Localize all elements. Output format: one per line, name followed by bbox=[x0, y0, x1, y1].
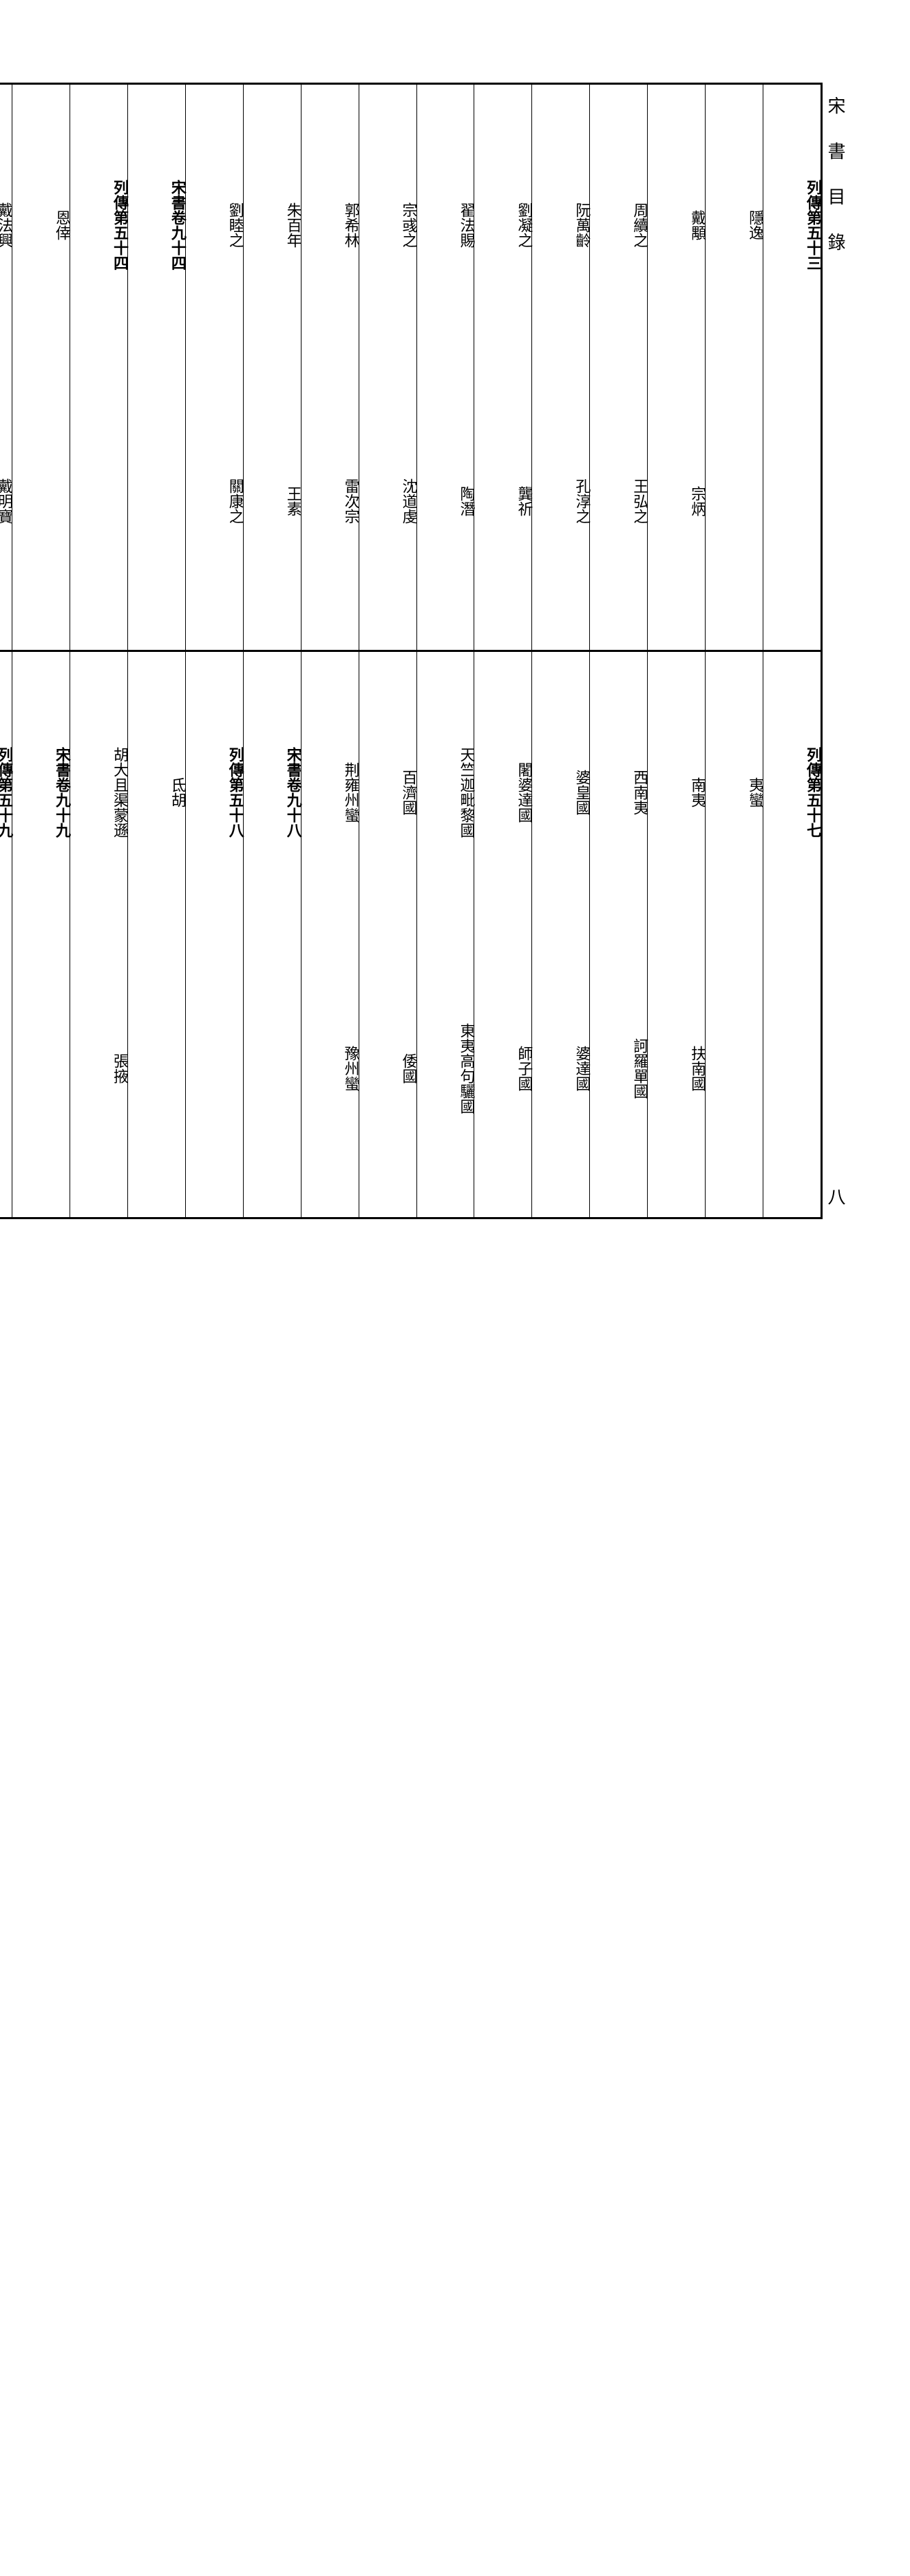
page-container: 宋書目錄 八 列傳第五十三隱逸戴顒宗炳周續之王弘之阮萬齡孔淳之劉凝之龔祈翟法賜陶… bbox=[62, 83, 848, 1219]
right-margin: 宋書目錄 八 bbox=[823, 83, 848, 1219]
bottom_block-column: 天竺迦毗黎國東夷高句驪國 bbox=[417, 652, 475, 1217]
section-heading: 列傳第五十九 bbox=[0, 660, 12, 925]
entry-name bbox=[763, 357, 821, 644]
entry-name: 陶潛 bbox=[417, 357, 474, 644]
entry-name bbox=[128, 357, 185, 644]
entry-name: 婆皇國 bbox=[532, 660, 589, 925]
section-heading: 宋書卷九十九 bbox=[12, 660, 70, 925]
entry-name: 雷次宗 bbox=[301, 357, 359, 644]
bottom_block-column: 西南夷訶羅單國 bbox=[590, 652, 648, 1217]
entry-name: 王素 bbox=[244, 357, 301, 644]
entry-name: 宗彧之 bbox=[359, 93, 416, 357]
entry-name: 師子國 bbox=[474, 925, 531, 1212]
entry-name: 東夷高句驪國 bbox=[417, 925, 474, 1212]
section-heading: 宋書卷九十八 bbox=[244, 660, 301, 925]
top_block-column: 劉睦之關康之 bbox=[186, 85, 244, 650]
top_block-column: 阮萬齡孔淳之 bbox=[532, 85, 590, 650]
top_block-column: 郭希林雷次宗 bbox=[301, 85, 359, 650]
bottom_block-column: 胡大且渠蒙遜張掖 bbox=[70, 652, 128, 1217]
bottom_block-column: 列傳第五十九 bbox=[0, 652, 12, 1217]
entry-name bbox=[0, 925, 12, 1212]
entry-name: 阮萬齡 bbox=[532, 93, 589, 357]
entry-name: 豫州蠻 bbox=[301, 925, 359, 1212]
entry-name: 戴法興 bbox=[0, 93, 12, 357]
top_block-column: 戴顒宗炳 bbox=[648, 85, 706, 650]
entry-name: 周續之 bbox=[590, 93, 647, 357]
top_block-column: 周續之王弘之 bbox=[590, 85, 648, 650]
entry-name: 孔淳之 bbox=[532, 357, 589, 644]
entry-name: 關康之 bbox=[186, 357, 243, 644]
upper-register: 列傳第五十三隱逸戴顒宗炳周續之王弘之阮萬齡孔淳之劉凝之龔祈翟法賜陶潛宗彧之沈道虔… bbox=[0, 85, 821, 652]
entry-name bbox=[763, 925, 821, 1212]
entry-name: 百濟國 bbox=[359, 660, 416, 925]
bottom_block-column: 列傳第五十八 bbox=[186, 652, 244, 1217]
entry-name: 氐胡 bbox=[128, 660, 185, 925]
entry-name: 西南夷 bbox=[590, 660, 647, 925]
entry-name bbox=[12, 925, 70, 1212]
bottom_block-column: 荆雍州蠻豫州蠻 bbox=[301, 652, 359, 1217]
entry-name: 宗炳 bbox=[648, 357, 705, 644]
entry-name: 荆雍州蠻 bbox=[301, 660, 359, 925]
entry-name bbox=[186, 925, 243, 1212]
page-number: 八 bbox=[823, 1187, 848, 1205]
bottom_block-column: 百濟國倭國 bbox=[359, 652, 417, 1217]
top_block-column: 隱逸 bbox=[706, 85, 763, 650]
top_block-column: 列傳第五十四 bbox=[70, 85, 128, 650]
top_block-column: 列傳第五十三 bbox=[763, 85, 821, 650]
entry-name: 隱逸 bbox=[706, 93, 763, 357]
entry-name: 扶南國 bbox=[648, 925, 705, 1212]
top_block-column: 恩倖 bbox=[12, 85, 70, 650]
entry-name bbox=[128, 925, 185, 1212]
entry-name bbox=[12, 357, 70, 644]
bottom_block-column: 宋書卷九十八 bbox=[244, 652, 301, 1217]
entry-name: 朱百年 bbox=[244, 93, 301, 357]
bottom_block-column: 闍婆達國師子國 bbox=[474, 652, 532, 1217]
entry-name: 張掖 bbox=[70, 925, 127, 1212]
section-heading: 列傳第五十三 bbox=[763, 93, 821, 357]
entry-name: 劉凝之 bbox=[474, 93, 531, 357]
entry-name: 戴顒 bbox=[648, 93, 705, 357]
top_block-column: 劉凝之龔祈 bbox=[474, 85, 532, 650]
top_block-column: 宋書卷九十四 bbox=[128, 85, 186, 650]
entry-name: 闍婆達國 bbox=[474, 660, 531, 925]
entry-name: 夷蠻 bbox=[706, 660, 763, 925]
lower-register: 列傳第五十七夷蠻南夷扶南國西南夷訶羅單國婆皇國婆達國闍婆達國師子國天竺迦毗黎國東… bbox=[0, 652, 821, 1217]
entry-name bbox=[706, 925, 763, 1212]
section-heading: 列傳第五十八 bbox=[186, 660, 243, 925]
entry-name: 王弘之 bbox=[590, 357, 647, 644]
section-heading: 列傳第五十四 bbox=[70, 93, 127, 357]
entry-name: 沈道虔 bbox=[359, 357, 416, 644]
entry-name: 胡大且渠蒙遜 bbox=[70, 660, 127, 925]
entry-name: 婆達國 bbox=[532, 925, 589, 1212]
bottom_block-column: 宋書卷九十九 bbox=[12, 652, 70, 1217]
entry-name: 龔祈 bbox=[474, 357, 531, 644]
entry-name: 恩倖 bbox=[12, 93, 70, 357]
entry-name: 倭國 bbox=[359, 925, 416, 1212]
entry-name: 劉睦之 bbox=[186, 93, 243, 357]
entry-name: 翟法賜 bbox=[417, 93, 474, 357]
bottom_block-column: 氐胡 bbox=[128, 652, 186, 1217]
entry-name: 郭希林 bbox=[301, 93, 359, 357]
entry-name: 戴明寶 bbox=[0, 357, 12, 644]
running-title: 宋書目錄 bbox=[823, 96, 848, 278]
entry-name: 訶羅單國 bbox=[590, 925, 647, 1212]
entry-name bbox=[244, 925, 301, 1212]
top_block-column: 翟法賜陶潛 bbox=[417, 85, 475, 650]
entry-name bbox=[70, 357, 127, 644]
bottom_block-column: 夷蠻 bbox=[706, 652, 763, 1217]
section-heading: 列傳第五十七 bbox=[763, 660, 821, 925]
top_block-column: 戴法興戴明寶 bbox=[0, 85, 12, 650]
bottom_block-column: 婆皇國婆達國 bbox=[532, 652, 590, 1217]
text-frame: 列傳第五十三隱逸戴顒宗炳周續之王弘之阮萬齡孔淳之劉凝之龔祈翟法賜陶潛宗彧之沈道虔… bbox=[0, 83, 823, 1219]
entry-name: 南夷 bbox=[648, 660, 705, 925]
entry-name: 天竺迦毗黎國 bbox=[417, 660, 474, 925]
top_block-column: 宗彧之沈道虔 bbox=[359, 85, 417, 650]
section-heading: 宋書卷九十四 bbox=[128, 93, 185, 357]
bottom_block-column: 南夷扶南國 bbox=[648, 652, 706, 1217]
entry-name bbox=[706, 357, 763, 644]
top_block-column: 朱百年王素 bbox=[244, 85, 301, 650]
bottom_block-column: 列傳第五十七 bbox=[763, 652, 821, 1217]
